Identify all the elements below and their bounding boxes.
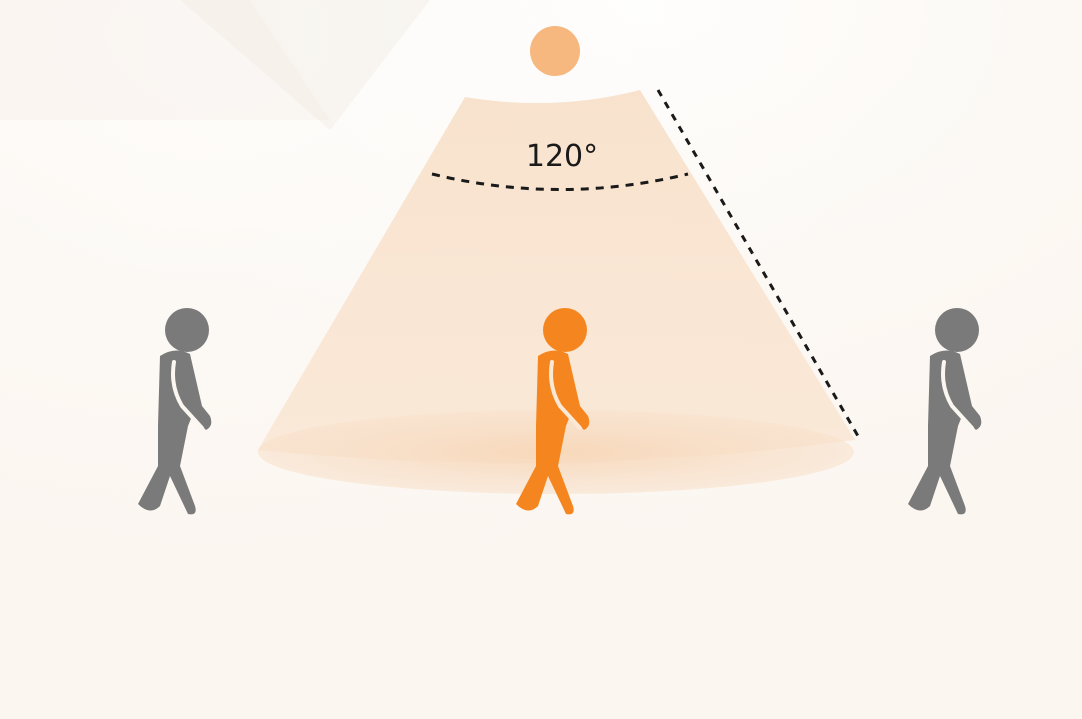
walking-person-icon bbox=[138, 308, 212, 515]
detection-cone bbox=[258, 90, 855, 463]
background-shade-center bbox=[180, 0, 430, 130]
walking-person-icon bbox=[516, 308, 590, 515]
range-boundary-line bbox=[656, 89, 860, 437]
angle-arc bbox=[431, 172, 689, 191]
walking-person-icon bbox=[908, 308, 982, 515]
angle-label: 120° bbox=[526, 139, 598, 174]
background-shade-left bbox=[0, 0, 330, 120]
motion-sensor-dot-icon bbox=[530, 26, 580, 76]
